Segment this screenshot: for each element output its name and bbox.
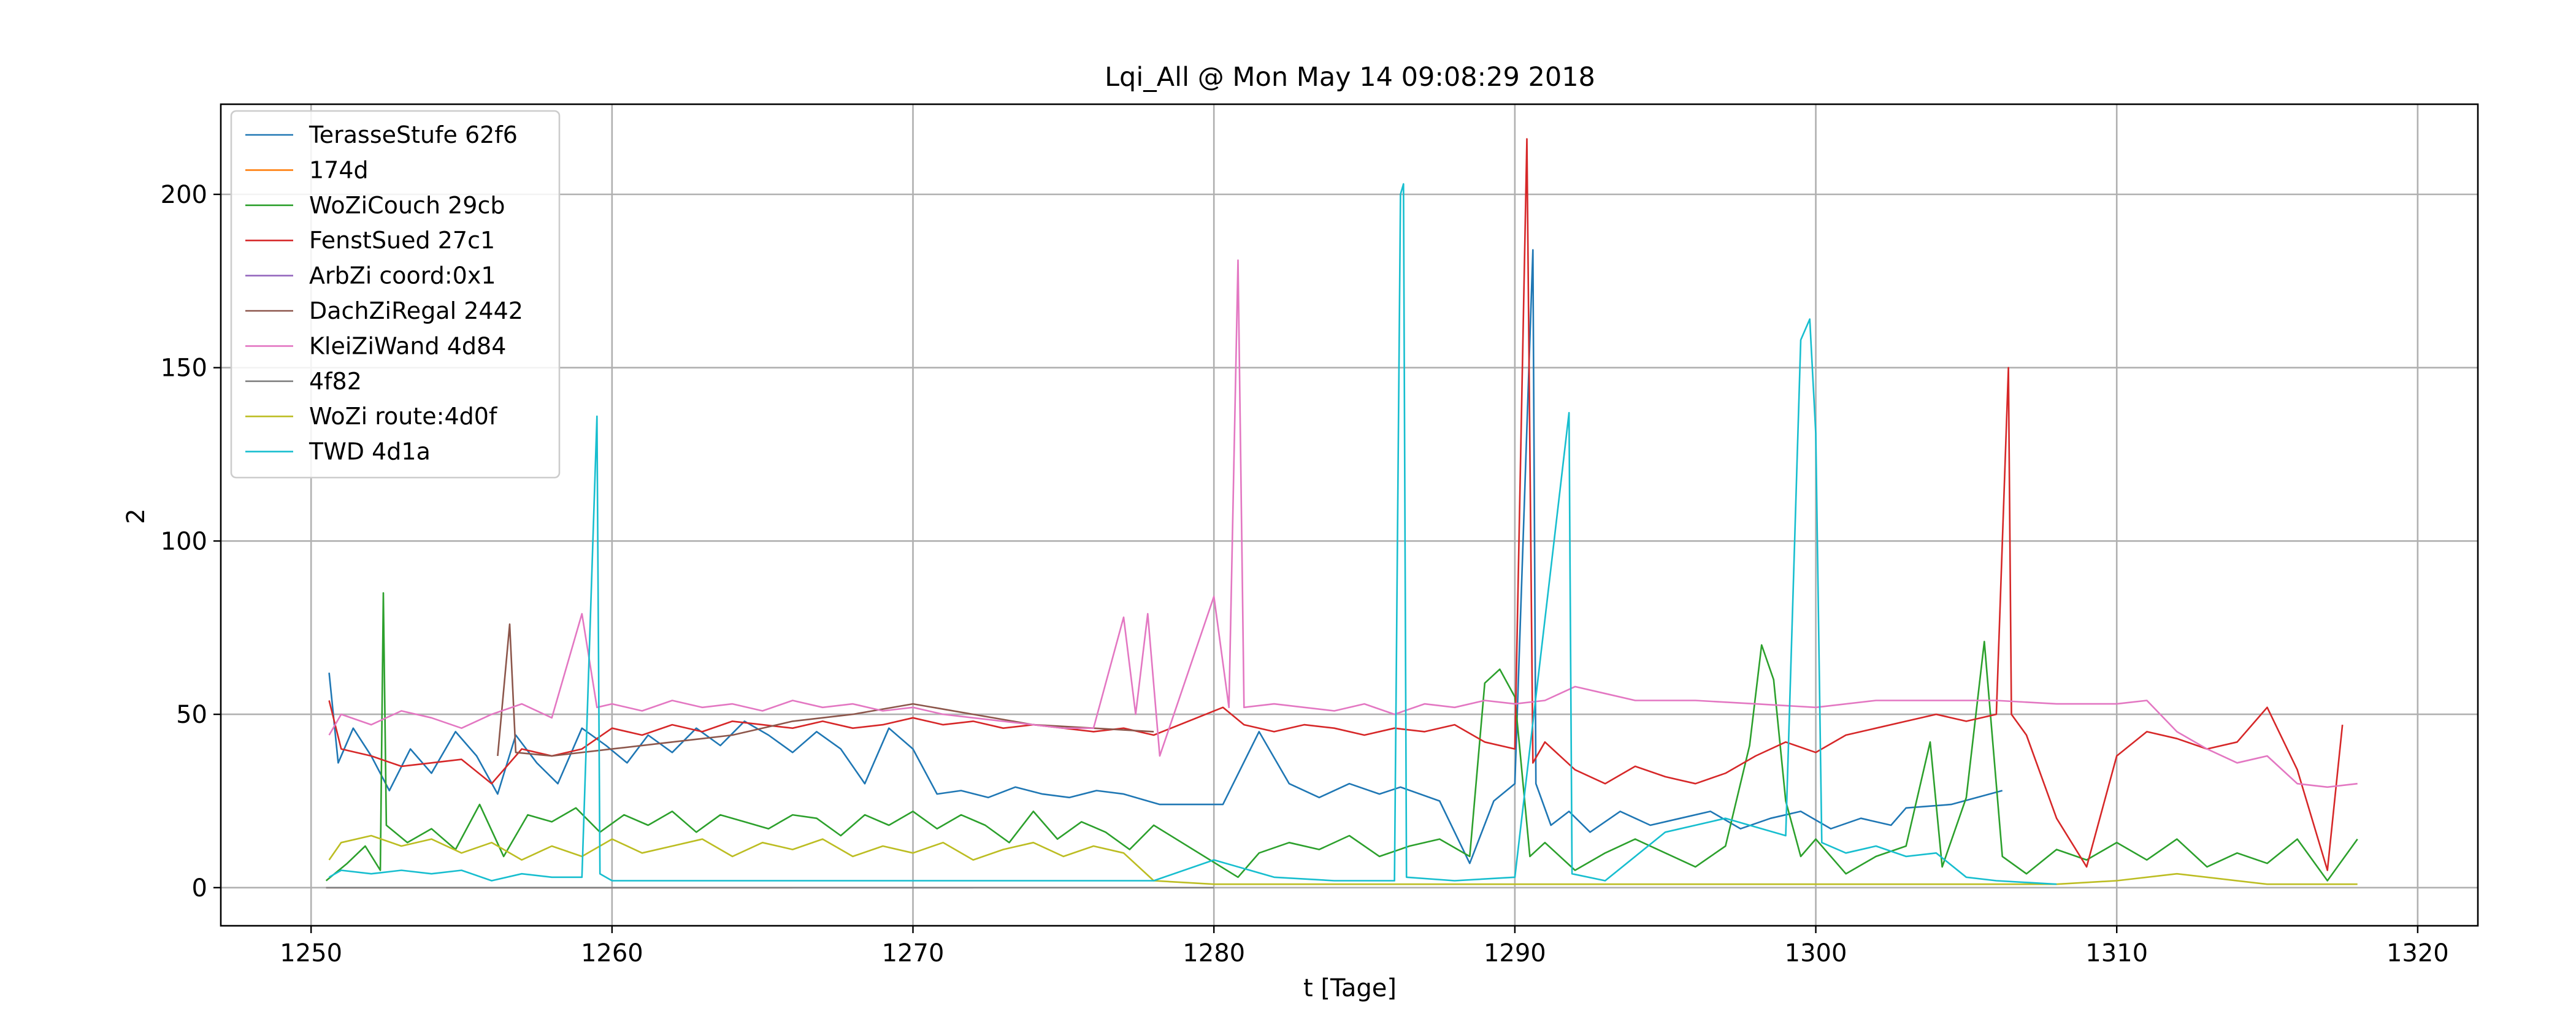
y-axis-label: 2	[122, 508, 150, 524]
series-line-7	[328, 259, 2358, 788]
x-tick-label: 1250	[280, 939, 342, 967]
y-tick-label: 200	[161, 181, 207, 209]
x-tick-label: 1320	[2386, 939, 2449, 967]
legend-entry: WoZi route:4d0f	[309, 403, 498, 430]
legend-entry: TerasseStufe 62f6	[309, 121, 518, 148]
x-tick-label: 1300	[1785, 939, 1847, 967]
grid	[221, 104, 2478, 926]
legend-entry: 4f82	[309, 368, 362, 395]
series-line-3	[325, 592, 2358, 882]
y-tick-label: 150	[161, 354, 207, 383]
x-tick-label: 1310	[2085, 939, 2148, 967]
legend-entry: TWD 4d1a	[309, 438, 431, 465]
legend-entry: WoZiCouch 29cb	[309, 192, 505, 219]
axes-frame	[220, 103, 2479, 927]
legend-entry: DachZiRegal 2442	[309, 297, 523, 324]
series-line-9	[328, 834, 2358, 885]
x-tick-label: 1260	[581, 939, 643, 967]
legend-entry: FenstSued 27c1	[309, 227, 495, 254]
x-tick-label: 1280	[1183, 939, 1245, 967]
x-axis-label: t [Tage]	[1303, 974, 1397, 1002]
axis-ticks: 1250 1260 1270 1280 1290 1300 1310 1320 0 50 100 15…	[161, 181, 2449, 967]
x-tick-label: 1290	[1484, 939, 1546, 967]
legend-box	[230, 110, 561, 479]
y-tick-label: 50	[176, 701, 207, 729]
series-line-6	[497, 623, 1154, 757]
chart-title: Lqi_All @ Mon May 14 09:08:29 2018	[1105, 62, 1595, 93]
plot-series	[325, 138, 2358, 889]
series-line-4	[328, 138, 2344, 871]
legend-entry: ArbZi coord:0x1	[309, 262, 496, 289]
series-line-10	[328, 183, 2057, 885]
y-tick-label: 100	[161, 527, 207, 555]
series-line-1	[328, 249, 2003, 864]
legend-entry: 174d	[309, 156, 369, 183]
x-tick-label: 1270	[882, 939, 945, 967]
legend-entry: KleiZiWand 4d84	[309, 332, 506, 359]
y-tick-label: 0	[192, 874, 207, 902]
legend: TerasseStufe 62f6 174d WoZiCouch 29cb Fenst…	[230, 110, 561, 479]
